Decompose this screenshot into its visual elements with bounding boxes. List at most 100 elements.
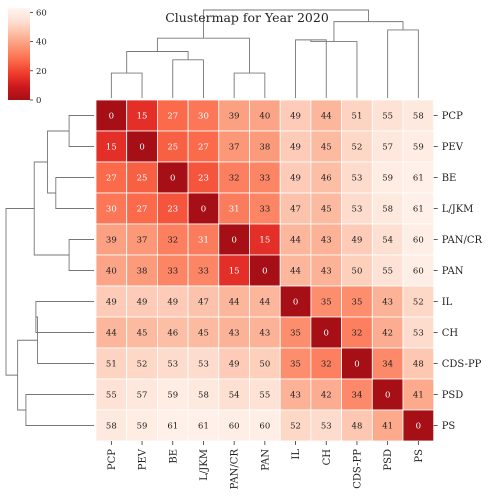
column-label: CDS-PP (352, 449, 363, 489)
heatmap-cell (249, 409, 281, 442)
cell-value-label: 51 (106, 360, 117, 370)
cell-value-label: 46 (167, 329, 178, 339)
cell-value-label: 33 (259, 205, 270, 215)
heatmap-cell (187, 347, 220, 380)
cell-value-label: 30 (106, 205, 117, 215)
heatmap-cell (402, 378, 435, 411)
dendrogram-link (17, 339, 38, 411)
heatmap-cell (95, 378, 128, 411)
cell-value-label: 58 (382, 205, 393, 215)
cell-value-label: 43 (290, 391, 301, 401)
column-labels: PCP PEV BE L/JKM PAN/CR PAN IL CH CDS-PP PSD PS (107, 441, 425, 489)
heatmap-cell (402, 285, 435, 318)
cell-value-label: 55 (259, 391, 270, 401)
cell-value-label: 44 (106, 329, 117, 339)
cell-value-label: 31 (229, 205, 240, 215)
heatmap-grid: 0 15 27 30 39 40 49 44 51 55 58 15 0 25 27 37 38 49 45 52 57… (95, 99, 435, 442)
cell-value-label: 37 (137, 236, 148, 246)
row-label: PCP (442, 111, 463, 122)
cell-value-label: 61 (167, 422, 178, 432)
cell-value-label: 44 (290, 267, 301, 277)
heatmap-cell (371, 130, 404, 163)
heatmap-cell (402, 347, 435, 380)
cell-value-label: 49 (290, 143, 301, 153)
row-label: IL (442, 297, 453, 308)
heatmap-cell (249, 223, 281, 256)
dendrogram-link (203, 9, 369, 39)
dendrogram-link (55, 177, 94, 209)
cell-value-label: 40 (106, 267, 117, 277)
dendrogram-link (172, 59, 204, 98)
cell-value-label: 52 (137, 360, 148, 370)
heatmap-cell (402, 316, 435, 349)
heatmap-cell (341, 99, 373, 132)
heatmap-cell (249, 316, 281, 349)
cell-value-label: 55 (106, 391, 117, 401)
heatmap-cell (341, 254, 373, 287)
cell-value-label: 35 (290, 360, 301, 370)
cell-value-label: 48 (352, 422, 363, 432)
cell-value-label: 15 (106, 143, 117, 153)
heatmap-cell (218, 409, 250, 442)
cell-value-label: 45 (137, 329, 148, 339)
cell-value-label: 53 (352, 174, 363, 184)
cell-value-label: 54 (229, 391, 240, 401)
cell-value-label: 52 (290, 422, 301, 432)
dendrogram-link (387, 29, 419, 98)
colorbar: 0 20 40 60 (8, 8, 47, 106)
cell-value-label: 0 (139, 143, 144, 153)
cell-value-label: 61 (198, 422, 209, 432)
cell-value-label: 0 (201, 205, 206, 215)
heatmap-cell (371, 254, 404, 287)
dendrogram-link (333, 21, 404, 42)
heatmap-cell (371, 285, 404, 318)
cell-value-label: 35 (290, 329, 301, 339)
cell-value-label: 0 (416, 422, 421, 432)
cell-value-label: 32 (352, 329, 363, 339)
heatmap-cell (126, 285, 158, 318)
heatmap-cell (218, 161, 250, 194)
heatmap-cell (341, 285, 373, 318)
heatmap-cell (279, 316, 312, 349)
heatmap-cell (341, 223, 373, 256)
cell-value-label: 59 (137, 422, 148, 432)
row-label: PAN/CR (442, 235, 483, 246)
cell-value-label: 42 (382, 329, 393, 339)
heatmap-cell (249, 130, 281, 163)
heatmap-cell (126, 161, 158, 194)
cell-value-label: 34 (352, 391, 363, 401)
heatmap-cell (371, 378, 404, 411)
cell-value-label: 49 (106, 298, 117, 308)
cell-value-label: 53 (321, 422, 332, 432)
colorbar-tick-label: 20 (36, 67, 47, 77)
heatmap-cell (187, 409, 220, 442)
cell-value-label: 32 (167, 236, 178, 246)
cell-value-label: 61 (413, 174, 424, 184)
heatmap-cell (402, 161, 435, 194)
dendrogram-link (25, 394, 94, 426)
cell-value-label: 0 (293, 298, 298, 308)
dendrogram-link (68, 115, 94, 147)
dendrogram-link (47, 130, 70, 194)
cell-value-label: 23 (198, 174, 209, 184)
dendrogram-link (233, 72, 266, 98)
heatmap-cell (218, 347, 250, 380)
cell-value-label: 35 (352, 298, 363, 308)
cell-value-label: 59 (413, 143, 424, 153)
cell-value-label: 52 (352, 143, 363, 153)
cell-value-label: 0 (170, 174, 175, 184)
row-labels: PCP PEV BE L/JKM PAN/CR PAN IL CH CDS-PP PSD PS (433, 111, 483, 432)
dendrogram-link (5, 208, 35, 376)
cell-value-label: 40 (259, 112, 270, 122)
cell-value-label: 0 (354, 360, 359, 370)
heatmap-cell (249, 347, 281, 380)
heatmap-cell (187, 223, 220, 256)
cell-value-label: 25 (137, 174, 148, 184)
row-label: CDS-PP (442, 359, 482, 370)
cell-value-label: 38 (137, 267, 148, 277)
heatmap-cell (402, 254, 435, 287)
dendrogram-link (310, 39, 358, 98)
column-label: PCP (107, 449, 118, 470)
heatmap-cell (95, 223, 128, 256)
cell-value-label: 33 (259, 174, 270, 184)
